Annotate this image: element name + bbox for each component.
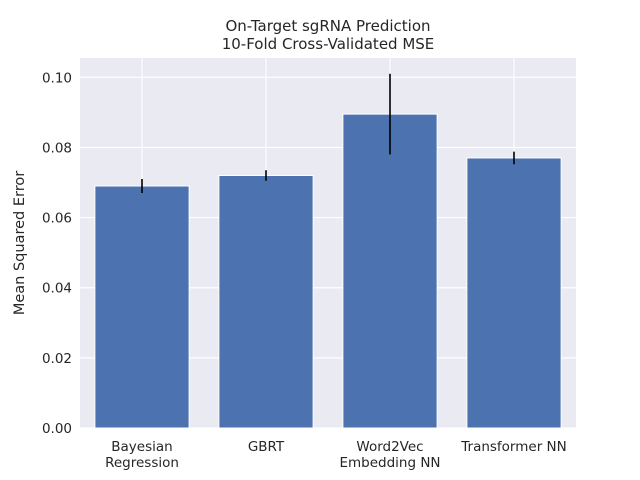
x-tick-label: GBRT	[248, 439, 285, 455]
x-tick-label: Regression	[105, 455, 179, 471]
y-tick-label: 0.08	[42, 140, 72, 156]
bar	[466, 157, 562, 429]
error-bars	[141, 73, 515, 194]
y-axis-label: Mean Squared Error	[12, 171, 28, 315]
chart-title-line-1: On-Target sgRNA Prediction	[225, 17, 430, 35]
bars	[94, 113, 562, 429]
y-tick-label: 0.02	[42, 351, 72, 367]
y-tick-labels: 0.00 0.02 0.04 0.06 0.08 0.10	[42, 70, 72, 437]
bar	[342, 113, 438, 429]
bar	[218, 174, 314, 429]
x-tick-label: Embedding NN	[339, 455, 440, 471]
y-tick-label: 0.06	[42, 211, 72, 227]
x-tick-label: Word2Vec	[356, 439, 423, 455]
y-tick-label: 0.04	[42, 281, 72, 297]
y-tick-label: 0.10	[42, 70, 72, 86]
bar	[94, 185, 190, 429]
y-tick-label: 0.00	[42, 421, 72, 437]
chart-title-line-2: 10-Fold Cross-Validated MSE	[222, 35, 435, 53]
x-tick-label: Bayesian	[111, 439, 172, 455]
x-tick-label: Transformer NN	[460, 439, 567, 455]
